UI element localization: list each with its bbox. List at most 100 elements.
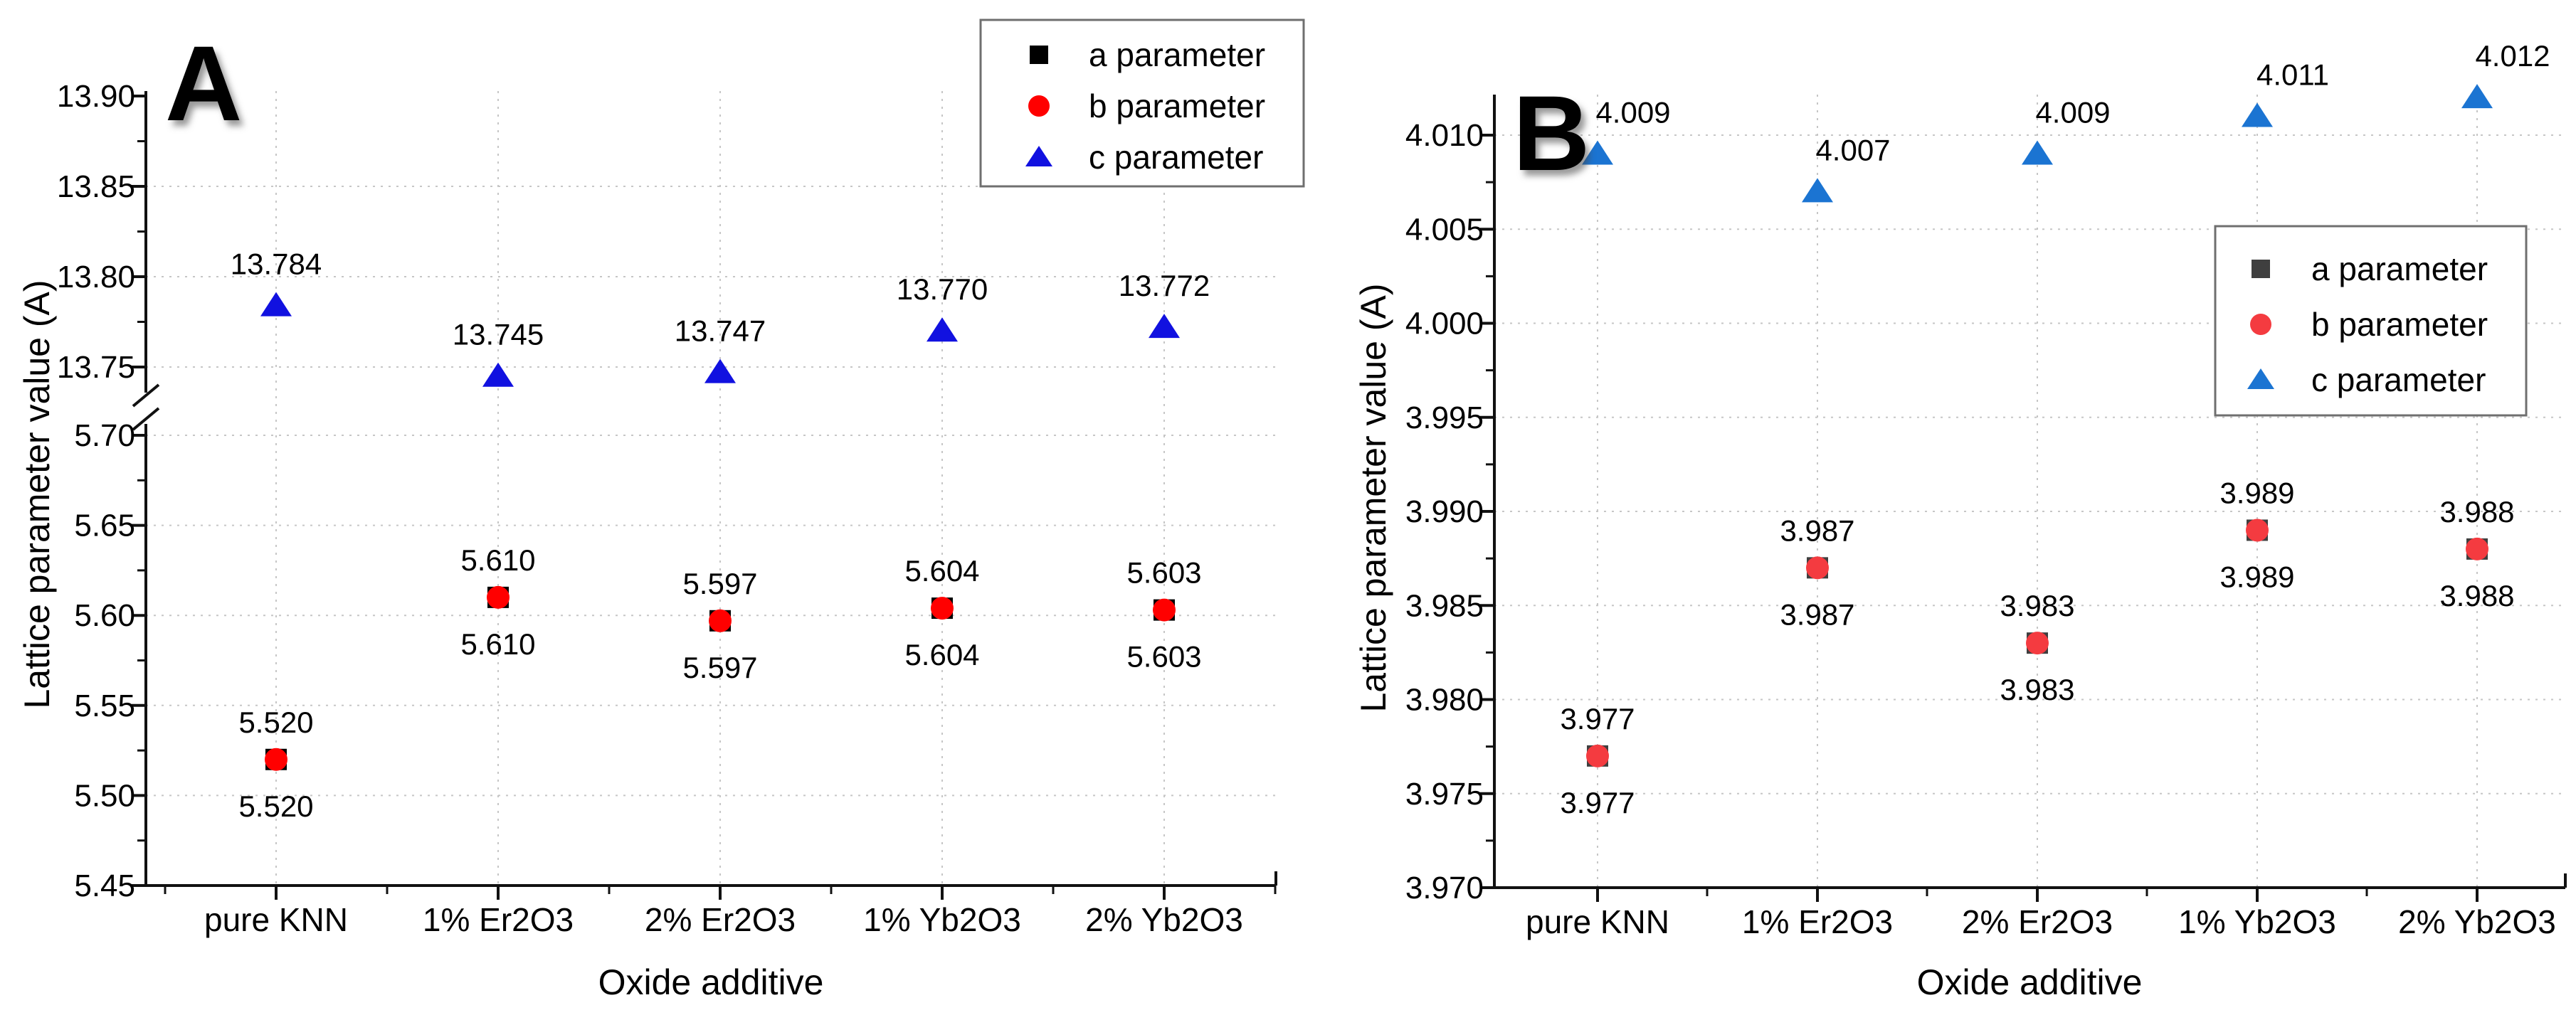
y-tick-label: 13.75 [57, 350, 135, 385]
panel-a-label: A [165, 23, 243, 143]
data-point-label: 3.983 [2000, 589, 2074, 622]
x-category-label: 2% Er2O3 [1962, 903, 2113, 940]
legend-swatch-circle [1028, 95, 1050, 117]
data-point-label: 4.007 [1815, 133, 1890, 166]
data-point-label: 3.983 [2000, 673, 2074, 706]
marker-c-parameter [927, 317, 958, 342]
data-point-label: 3.988 [2439, 579, 2514, 612]
data-point-label: 5.603 [1126, 556, 1201, 590]
data-point-label: 3.977 [1560, 786, 1635, 819]
marker-b-parameter [2246, 519, 2269, 542]
marker-c-parameter [1802, 178, 1833, 203]
x-category-label: pure KNN [204, 901, 348, 938]
x-category-label: 1% Er2O3 [423, 901, 574, 938]
x-category-label: 1% Er2O3 [1742, 903, 1893, 940]
data-point-label: 5.520 [238, 790, 313, 823]
y-tick-label: 5.70 [74, 418, 135, 453]
y-tick-label: 3.975 [1405, 777, 1484, 812]
x-category-label: 2% Yb2O3 [2398, 903, 2556, 940]
legend-label: c parameter [1089, 139, 1263, 176]
y-tick-label: 4.005 [1405, 212, 1484, 247]
y-tick-label: 3.970 [1405, 871, 1484, 905]
y-tick-label: 5.60 [74, 598, 135, 633]
data-point-label: 5.610 [460, 543, 535, 577]
data-point-label: 5.520 [238, 706, 313, 739]
legend-label: b parameter [2311, 306, 2488, 343]
legend-swatch-circle [2250, 314, 2271, 335]
data-point-label: 5.597 [682, 651, 757, 684]
data-point-label: 4.009 [1595, 95, 1670, 129]
marker-c-parameter [2022, 140, 2053, 165]
panel-b-y-axis-title: Lattice parameter value (A) [1353, 283, 1393, 713]
marker-b-parameter [931, 597, 954, 620]
y-tick-label: 3.985 [1405, 588, 1484, 623]
legend-label: b parameter [1089, 87, 1265, 124]
data-point-label: 13.772 [1119, 269, 1210, 302]
marker-b-parameter [1806, 556, 1829, 580]
legend-swatch-triangle [2247, 368, 2274, 389]
data-point-label: 3.989 [2219, 560, 2294, 593]
data-point-label: 3.987 [1780, 514, 1854, 547]
marker-b-parameter [487, 585, 510, 609]
y-tick-label: 4.000 [1405, 307, 1484, 341]
marker-b-parameter [709, 609, 732, 632]
data-point-label: 4.012 [2475, 39, 2550, 73]
y-axis-break-mark [132, 407, 160, 431]
y-tick-label: 5.55 [74, 689, 135, 723]
legend-label: a parameter [2311, 250, 2488, 287]
marker-b-parameter [2466, 537, 2488, 560]
y-tick-label: 3.980 [1405, 683, 1484, 718]
data-point-label: 3.989 [2219, 476, 2294, 509]
data-point-label: 5.610 [460, 627, 535, 661]
y-tick-label: 5.45 [74, 868, 135, 903]
marker-b-parameter [2026, 632, 2049, 655]
y-tick-label: 3.990 [1405, 494, 1484, 529]
data-point-label: 13.747 [675, 314, 766, 348]
y-tick-label: 5.65 [74, 509, 135, 543]
data-point-label: 13.770 [897, 272, 988, 306]
data-point-label: 3.977 [1560, 702, 1635, 735]
x-category-label: 2% Yb2O3 [1085, 901, 1243, 938]
panel-a-x-axis-title: Oxide additive [598, 962, 824, 1002]
data-point-label: 4.011 [2256, 58, 2329, 92]
y-axis-break-mark [132, 383, 160, 408]
marker-c-parameter [2461, 84, 2493, 109]
marker-c-parameter [2242, 102, 2273, 127]
legend-label: a parameter [1089, 36, 1265, 73]
data-point-label: 5.597 [682, 567, 757, 600]
y-tick-label: 13.90 [57, 79, 135, 114]
data-point-label: 5.604 [904, 638, 979, 671]
x-category-label: pure KNN [1526, 903, 1669, 940]
legend-swatch-triangle [1025, 146, 1052, 166]
legend-swatch-square [2252, 260, 2270, 278]
x-category-label: 1% Yb2O3 [863, 901, 1021, 938]
data-point-label: 13.784 [231, 248, 322, 281]
marker-c-parameter [1582, 140, 1613, 165]
legend-swatch-square [1030, 46, 1048, 64]
data-point-label: 3.988 [2439, 495, 2514, 528]
panel-a-y-axis-title: Lattice parameter value (A) [17, 280, 57, 709]
marker-c-parameter [482, 362, 514, 387]
marker-b-parameter [1153, 598, 1176, 622]
marker-b-parameter [1586, 744, 1609, 767]
marker-c-parameter [1149, 314, 1180, 339]
data-point-label: 3.987 [1780, 597, 1854, 631]
data-point-label: 5.604 [904, 554, 979, 588]
x-category-label: 2% Er2O3 [645, 901, 796, 938]
y-tick-label: 13.85 [57, 169, 135, 204]
y-tick-label: 4.010 [1405, 118, 1484, 153]
y-tick-label: 3.995 [1405, 400, 1484, 435]
legend-label: c parameter [2311, 361, 2486, 398]
data-point-label: 5.603 [1126, 640, 1201, 674]
data-point-label: 13.745 [453, 318, 544, 351]
marker-c-parameter [260, 292, 292, 317]
x-category-label: 1% Yb2O3 [2178, 903, 2336, 940]
panel-b-x-axis-title: Oxide additive [1916, 962, 2143, 1002]
data-point-label: 4.009 [2035, 95, 2110, 129]
marker-c-parameter [704, 358, 736, 383]
y-tick-label: 13.80 [57, 260, 135, 294]
marker-b-parameter [265, 748, 287, 771]
panel-b-label: B [1513, 73, 1590, 193]
